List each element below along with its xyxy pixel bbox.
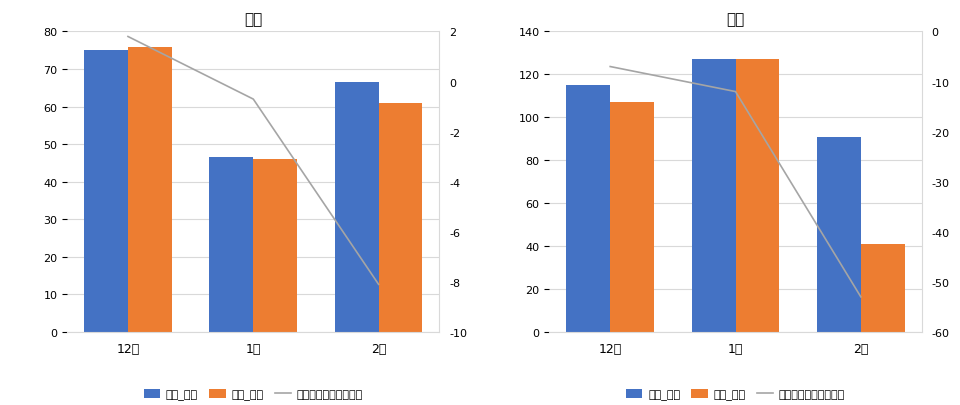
Legend: 前期_輸入, 今期_輸入, 成長率（右軸（％））: 前期_輸入, 今期_輸入, 成長率（右軸（％）） — [621, 385, 850, 405]
Bar — [735, 60, 780, 332]
成長率（右軸（％）） — [730, 90, 741, 95]
Bar — [611, 103, 654, 332]
Legend: 前期_輸出, 今期_輸出, 成長率（右軸（％））: 前期_輸出, 今期_輸出, 成長率（右軸（％）） — [139, 385, 368, 405]
成長率（右軸（％）） — [855, 295, 867, 300]
Bar — [691, 60, 735, 332]
Bar — [335, 83, 378, 332]
成長率（右軸（％）） — [372, 282, 384, 287]
Title: 輸出: 輸出 — [244, 12, 262, 27]
Bar — [253, 160, 298, 332]
Bar — [378, 104, 422, 332]
Bar — [209, 158, 253, 332]
Bar — [84, 51, 128, 332]
Bar — [128, 47, 172, 332]
Bar — [817, 137, 861, 332]
Bar — [861, 244, 904, 332]
Bar — [566, 86, 611, 332]
成長率（右軸（％）） — [605, 65, 616, 70]
成長率（右軸（％）） — [122, 35, 133, 40]
Title: 輸入: 輸入 — [727, 12, 745, 27]
Line: 成長率（右軸（％））: 成長率（右軸（％）） — [128, 37, 378, 285]
成長率（右軸（％）） — [248, 98, 259, 102]
Line: 成長率（右軸（％））: 成長率（右軸（％）） — [611, 67, 861, 297]
